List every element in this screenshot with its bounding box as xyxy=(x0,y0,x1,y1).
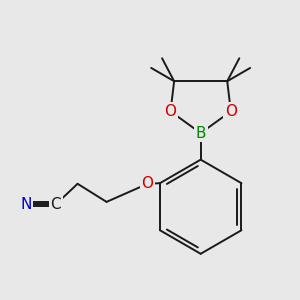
Text: N: N xyxy=(20,197,32,212)
Text: O: O xyxy=(164,104,176,119)
Text: B: B xyxy=(195,126,206,141)
Text: O: O xyxy=(225,104,237,119)
Text: C: C xyxy=(51,197,61,212)
Text: O: O xyxy=(142,176,154,191)
